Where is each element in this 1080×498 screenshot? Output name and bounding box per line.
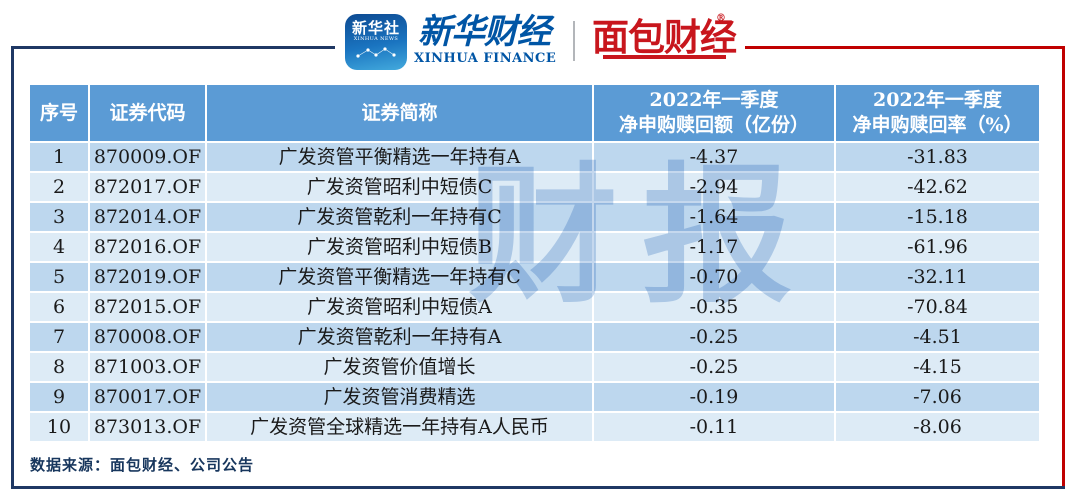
cell-code: 870009.OF (88, 141, 207, 173)
cell-code: 871003.OF (88, 351, 207, 383)
cell-name: 广发资管乾利一年持有A (205, 321, 594, 353)
cell-net-rate: -7.06 (834, 381, 1041, 413)
cell-net-rate: -15.18 (834, 201, 1041, 233)
cell-net-amount: -0.11 (592, 411, 836, 443)
xinhua-news-app-icon: 新华社 XINHUA NEWS (345, 14, 407, 70)
table-row: 6 872015.OF 广发资管昭利中短债A -0.35 -70.84 (28, 291, 1041, 323)
cell-net-rate: -70.84 (834, 291, 1041, 323)
cell-net-rate: -8.06 (834, 411, 1041, 443)
cell-code: 872014.OF (88, 201, 207, 233)
cell-net-amount: -1.17 (592, 231, 836, 263)
table-row: 7 870008.OF 广发资管乾利一年持有A -0.25 -4.51 (28, 321, 1041, 353)
table-row: 3 872014.OF 广发资管乾利一年持有C -1.64 -15.18 (28, 201, 1041, 233)
cell-name: 广发资管昭利中短债A (205, 291, 594, 323)
col-header-code: 证券代码 (88, 83, 207, 143)
frame-border-top-right (745, 46, 1065, 49)
cell-net-rate: -4.15 (834, 351, 1041, 383)
header-line: 净申购赎回额（亿份） (618, 114, 809, 136)
cell-name: 广发资管昭利中短债C (205, 171, 594, 203)
cell-name: 广发资管乾利一年持有C (205, 201, 594, 233)
col-header-name: 证券简称 (205, 83, 594, 143)
table-row: 10 873013.OF 广发资管全球精选一年持有A人民币 -0.11 -8.06 (28, 411, 1041, 443)
cell-name: 广发资管全球精选一年持有A人民币 (205, 411, 594, 443)
cell-name: 广发资管平衡精选一年持有C (205, 261, 594, 293)
cell-code: 873013.OF (88, 411, 207, 443)
cell-net-amount: -0.35 (592, 291, 836, 323)
cell-net-amount: -0.19 (592, 381, 836, 413)
cell-code: 872019.OF (88, 261, 207, 293)
cell-name: 广发资管价值增长 (205, 351, 594, 383)
cell-code: 872017.OF (88, 171, 207, 203)
frame-border-top-left (11, 46, 335, 49)
mianbao-finance-logo-cn: 面包财经 (592, 15, 737, 59)
cell-name: 广发资管昭利中短债B (205, 231, 594, 263)
xinhua-news-icon-sublabel: XINHUA NEWS (353, 36, 399, 42)
cell-code: 870008.OF (88, 321, 207, 353)
table-row: 8 871003.OF 广发资管价值增长 -0.25 -4.15 (28, 351, 1041, 383)
registered-mark-icon: ® (716, 13, 726, 24)
cell-no: 7 (28, 321, 90, 353)
col-header-net-amount: 2022年一季度 净申购赎回额（亿份） (592, 83, 836, 143)
cell-net-rate: -31.83 (834, 141, 1041, 173)
mianbao-logo-underline (603, 55, 726, 59)
data-source-note: 数据来源：面包财经、公司公告 (30, 456, 255, 474)
header-line: 2022年一季度 (873, 89, 1002, 111)
cell-no: 8 (28, 351, 90, 383)
cell-code: 872015.OF (88, 291, 207, 323)
xinhua-finance-logo: 新华财经 XINHUA FINANCE (414, 12, 557, 66)
cell-net-amount: -1.64 (592, 201, 836, 233)
cell-code: 872016.OF (88, 231, 207, 263)
table-body: 1 870009.OF 广发资管平衡精选一年持有A -4.37 -31.83 2 87201… (28, 141, 1041, 443)
mianbao-finance-logo: 面包财经 ® (592, 13, 737, 59)
cell-no: 3 (28, 201, 90, 233)
xinhua-finance-logo-cn: 新华财经 (418, 12, 551, 52)
cell-no: 6 (28, 291, 90, 323)
network-dots-icon (356, 47, 396, 58)
cell-net-amount: -0.25 (592, 321, 836, 353)
col-header-no: 序号 (28, 83, 90, 143)
cell-name: 广发资管平衡精选一年持有A (205, 141, 594, 173)
cell-code: 870017.OF (88, 381, 207, 413)
cell-net-amount: -0.25 (592, 351, 836, 383)
cell-net-amount: -4.37 (592, 141, 836, 173)
cell-name: 广发资管消费精选 (205, 381, 594, 413)
table-row: 5 872019.OF 广发资管平衡精选一年持有C -0.70 -32.11 (28, 261, 1041, 293)
cell-net-rate: -4.51 (834, 321, 1041, 353)
frame-border-left (11, 46, 14, 489)
table-header-row: 序号 证券代码 证券简称 2022年一季度 净申购赎回额（亿份） 2022年一季… (28, 83, 1041, 143)
cell-net-rate: -32.11 (834, 261, 1041, 293)
cell-net-rate: -42.62 (834, 171, 1041, 203)
cell-no: 5 (28, 261, 90, 293)
cell-net-rate: -61.96 (834, 231, 1041, 263)
cell-no: 10 (28, 411, 90, 443)
header-line: 2022年一季度 (649, 89, 779, 111)
col-header-net-rate: 2022年一季度 净申购赎回率（%） (834, 83, 1041, 143)
xinhua-news-icon-label: 新华社 (351, 19, 400, 37)
fund-redemption-table: 序号 证券代码 证券简称 2022年一季度 净申购赎回额（亿份） 2022年一季… (28, 83, 1041, 443)
cell-no: 2 (28, 171, 90, 203)
table-row: 9 870017.OF 广发资管消费精选 -0.19 -7.06 (28, 381, 1041, 413)
cell-no: 1 (28, 141, 90, 173)
table-row: 4 872016.OF 广发资管昭利中短债B -1.17 -61.96 (28, 231, 1041, 263)
cell-net-amount: -2.94 (592, 171, 836, 203)
xinhua-finance-logo-en: XINHUA FINANCE (414, 51, 557, 66)
cell-net-amount: -0.70 (592, 261, 836, 293)
cell-no: 4 (28, 231, 90, 263)
table-row: 2 872017.OF 广发资管昭利中短债C -2.94 -42.62 (28, 171, 1041, 203)
table-row: 1 870009.OF 广发资管平衡精选一年持有A -4.37 -31.83 (28, 141, 1041, 173)
frame-border-bottom (11, 486, 1065, 489)
header-line: 净申购赎回率（%） (852, 114, 1023, 136)
brand-divider (573, 21, 575, 61)
frame-border-right (1062, 46, 1065, 489)
cell-no: 9 (28, 381, 90, 413)
